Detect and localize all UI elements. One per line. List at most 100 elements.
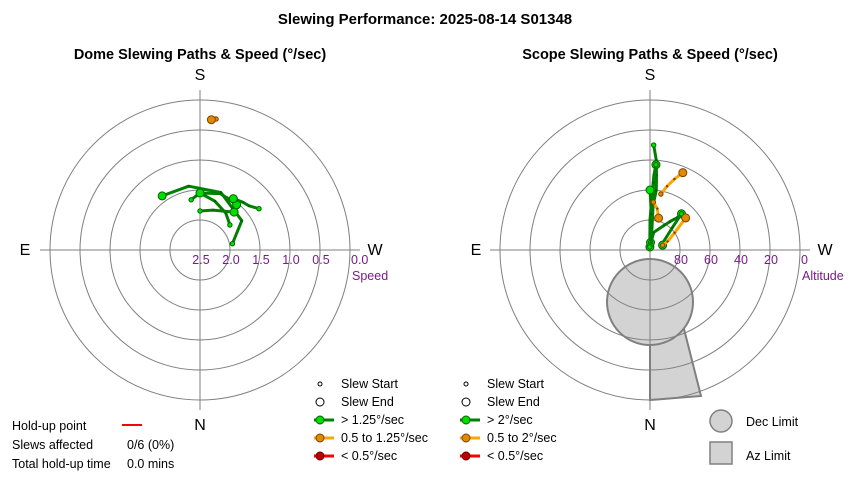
scope-path-sample	[652, 181, 655, 184]
scope-legend-fast: > 2°/sec	[487, 413, 533, 427]
scope-legend-slow: < 0.5°/sec	[487, 449, 543, 463]
scope-slew-end	[678, 168, 688, 178]
dome-legend: Slew Start Slew End > 1.25°/sec 0.5 to 1…	[314, 377, 428, 463]
scope-slew-start	[650, 142, 657, 148]
scope-path-sample	[652, 231, 655, 234]
dome-legend-end: Slew End	[341, 395, 394, 409]
dome-slew-start	[227, 222, 233, 228]
dome-slew-start	[229, 241, 236, 247]
scope-slew-end	[654, 213, 664, 223]
dome-path-sample	[241, 201, 245, 204]
scope-path-sample	[656, 207, 659, 210]
dome-slew-end	[195, 188, 205, 198]
scope-tick-label: 20	[764, 253, 778, 267]
scope-tick-label: 40	[734, 253, 748, 267]
dome-slew-start	[197, 208, 203, 214]
holdup-time-label: Total hold-up time	[12, 457, 111, 471]
dome-slew-end	[228, 194, 238, 204]
scope-legend-slow-marker	[461, 451, 471, 461]
az-limit-legend-label: Az Limit	[746, 449, 791, 463]
scope-compass-left: E	[471, 242, 482, 259]
scope-path-sample	[672, 218, 676, 221]
dome-tick-label: 1.5	[252, 253, 269, 267]
dome-legend-slow: < 0.5°/sec	[341, 449, 397, 463]
dome-polar-grid	[40, 90, 360, 410]
dome-legend-slow-marker	[315, 451, 325, 461]
scope-legend-end: Slew End	[487, 395, 540, 409]
scope-slew-end	[681, 213, 691, 223]
dome-chart: Dome Slewing Paths & Speed (°/sec) S N E…	[20, 47, 389, 434]
dome-path-sample	[211, 208, 215, 212]
dome-radial-axis-label: Speed	[352, 269, 388, 283]
dome-slew-start	[188, 197, 194, 203]
holdup-point-label: Hold-up point	[12, 419, 87, 433]
dome-chart-title: Dome Slewing Paths & Speed (°/sec)	[74, 47, 327, 63]
scope-slew-path	[659, 171, 685, 196]
scope-slew-start	[658, 191, 664, 197]
dome-path-sample	[240, 219, 243, 222]
scope-slew-path	[661, 216, 688, 247]
scope-legend: Slew Start Slew End > 2°/sec 0.5 to 2°/s…	[460, 377, 799, 465]
scope-tick-label: 80	[674, 253, 688, 267]
dome-compass-left: E	[20, 242, 31, 259]
scope-compass-bottom: N	[644, 417, 656, 434]
scope-legend-end-marker	[461, 397, 471, 407]
scope-legend-start-marker	[463, 381, 469, 387]
dome-legend-medium-marker	[315, 433, 325, 443]
scope-slew-start	[653, 162, 659, 168]
scope-legend-medium-marker	[461, 433, 471, 443]
dome-tick-label: 2.0	[222, 253, 239, 267]
scope-slew-path	[648, 188, 653, 244]
dome-path-sample	[187, 184, 190, 188]
scope-legend-fast-marker	[461, 415, 471, 425]
scope-chart-title: Scope Slewing Paths & Speed (°/sec)	[522, 47, 778, 63]
dome-tick-label: 2.5	[192, 253, 209, 267]
dome-slew-end	[206, 115, 216, 125]
dome-path-sample	[247, 204, 251, 208]
scope-compass-top: S	[645, 67, 656, 84]
slews-affected-value: 0/6 (0%)	[127, 438, 174, 452]
scope-chart: Scope Slewing Paths & Speed (°/sec) S N …	[471, 47, 844, 434]
scope-path-sample	[655, 189, 658, 192]
dome-tick-label: 1.0	[282, 253, 299, 267]
scope-tick-label: 60	[704, 253, 718, 267]
dome-legend-medium: 0.5 to 1.25°/sec	[341, 431, 428, 445]
figure-title: Slewing Performance: 2025-08-14 S01348	[278, 11, 572, 28]
scope-compass-right: W	[817, 242, 833, 259]
scope-slew-paths	[645, 142, 691, 252]
holdup-summary: Hold-up point Slews affected 0/6 (0%) To…	[12, 419, 174, 471]
scope-path-sample	[668, 220, 671, 223]
dome-slew-start	[256, 206, 262, 212]
scope-path-sample	[673, 177, 676, 181]
scope-path-sample	[673, 231, 676, 234]
scope-slew-start	[647, 244, 653, 250]
dome-legend-fast-marker	[315, 415, 325, 425]
scope-path-sample	[650, 212, 653, 216]
dome-slew-end	[157, 191, 167, 201]
scope-path-sample	[666, 240, 669, 243]
dec-limit-legend-swatch	[709, 409, 733, 433]
dec-limit-legend-label: Dec Limit	[746, 415, 799, 429]
scope-path-sample	[665, 185, 669, 188]
dome-path-sample	[213, 200, 217, 203]
scope-legend-start: Slew Start	[487, 377, 544, 391]
dome-tick-label: 0.0	[351, 253, 368, 267]
dome-compass-top: S	[195, 67, 206, 84]
dome-legend-end-marker	[315, 397, 325, 407]
dome-path-sample	[219, 192, 222, 195]
dome-legend-start: Slew Start	[341, 377, 398, 391]
dome-slew-path	[231, 197, 261, 211]
dome-slew-path	[198, 208, 236, 214]
scope-radial-ticks: 80 60 40 20 0	[674, 253, 808, 267]
holdup-time-value: 0.0 mins	[127, 457, 174, 471]
dome-compass-right: W	[367, 242, 383, 259]
dome-compass-bottom: N	[194, 417, 206, 434]
scope-slew-start	[659, 242, 666, 248]
scope-legend-medium: 0.5 to 2°/sec	[487, 431, 557, 445]
dome-slew-path	[198, 191, 232, 227]
scope-slew-end	[645, 185, 655, 195]
scope-path-sample	[663, 224, 666, 227]
dome-slew-path	[189, 191, 239, 207]
dome-slew-paths	[157, 115, 262, 247]
